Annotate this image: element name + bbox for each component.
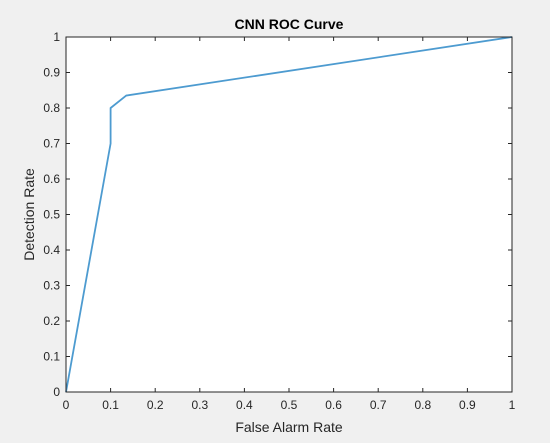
- y-tick-label: 0.3: [43, 279, 60, 293]
- y-tick-label: 0.2: [43, 314, 60, 328]
- x-tick-label: 0.3: [191, 398, 208, 412]
- y-tick-label: 1: [53, 30, 60, 44]
- y-tick-label: 0.1: [43, 350, 60, 364]
- x-axis-label: False Alarm Rate: [235, 419, 343, 435]
- x-tick-label: 1: [509, 398, 516, 412]
- y-tick-label: 0.6: [43, 172, 60, 186]
- x-tick-label: 0.1: [102, 398, 119, 412]
- x-tick-label: 0.6: [325, 398, 342, 412]
- chart-title: CNN ROC Curve: [235, 16, 344, 32]
- y-tick-label: 0.5: [43, 208, 60, 222]
- y-axis-label: Detection Rate: [21, 168, 37, 261]
- axes-box: [65, 36, 513, 393]
- y-tick-label: 0: [53, 385, 60, 399]
- x-tick-label: 0.9: [459, 398, 476, 412]
- y-tick-label: 0.4: [43, 243, 60, 257]
- x-tick-label: 0.7: [370, 398, 387, 412]
- x-tick-label: 0.4: [236, 398, 253, 412]
- y-tick-label: 0.8: [43, 101, 60, 115]
- plot-area: [66, 37, 512, 392]
- x-tick-label: 0.5: [281, 398, 298, 412]
- x-tick-label: 0.8: [414, 398, 431, 412]
- y-tick-label: 0.7: [43, 137, 60, 151]
- y-tick-label: 0.9: [43, 66, 60, 80]
- x-tick-label: 0.2: [147, 398, 164, 412]
- x-tick-label: 0: [63, 398, 70, 412]
- roc-curve-line: [65, 36, 513, 393]
